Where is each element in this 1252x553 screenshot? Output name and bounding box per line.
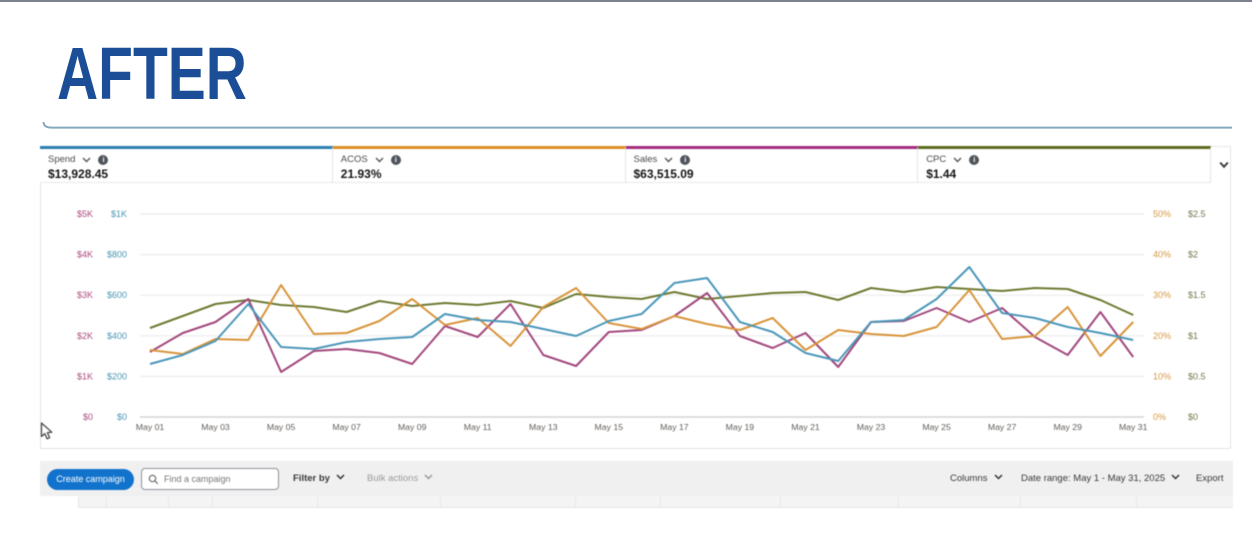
svg-text:$2.5: $2.5 [1188,209,1206,219]
svg-text:10%: 10% [1153,371,1171,381]
svg-text:May 07: May 07 [332,422,361,432]
svg-text:May 09: May 09 [398,422,427,432]
svg-text:$1K: $1K [77,371,93,381]
svg-text:$2K: $2K [77,331,93,341]
svg-text:30%: 30% [1153,290,1171,300]
svg-text:$800: $800 [107,250,127,260]
svg-text:May 13: May 13 [529,422,558,432]
svg-text:May 17: May 17 [660,422,689,432]
svg-text:May 27: May 27 [988,422,1017,432]
svg-text:$1: $1 [1188,331,1198,341]
svg-text:$0: $0 [1188,412,1198,422]
svg-text:May 25: May 25 [922,422,951,432]
svg-text:May 01: May 01 [136,422,165,432]
svg-text:$4K: $4K [77,250,93,260]
svg-text:20%: 20% [1153,331,1171,341]
svg-text:May 03: May 03 [201,422,230,432]
svg-text:$0: $0 [83,412,93,422]
svg-text:$1K: $1K [111,209,127,219]
svg-text:$5K: $5K [77,209,93,219]
svg-text:$1.5: $1.5 [1188,290,1206,300]
svg-text:0%: 0% [1153,412,1166,422]
svg-text:May 11: May 11 [464,422,492,432]
svg-text:May 21: May 21 [791,422,820,432]
svg-text:May 05: May 05 [267,422,296,432]
svg-text:$3K: $3K [77,290,93,300]
svg-text:$200: $200 [107,371,127,381]
svg-text:50%: 50% [1153,209,1171,219]
svg-text:$400: $400 [107,331,127,341]
svg-text:May 29: May 29 [1053,422,1082,432]
svg-text:May 23: May 23 [857,422,886,432]
svg-text:$0.5: $0.5 [1188,371,1206,381]
svg-text:May 19: May 19 [726,422,755,432]
svg-text:$600: $600 [107,290,127,300]
svg-text:May 15: May 15 [595,422,624,432]
svg-text:$2: $2 [1188,250,1198,260]
svg-text:40%: 40% [1153,250,1171,260]
svg-text:$0: $0 [117,412,127,422]
svg-text:May 31: May 31 [1119,422,1148,432]
